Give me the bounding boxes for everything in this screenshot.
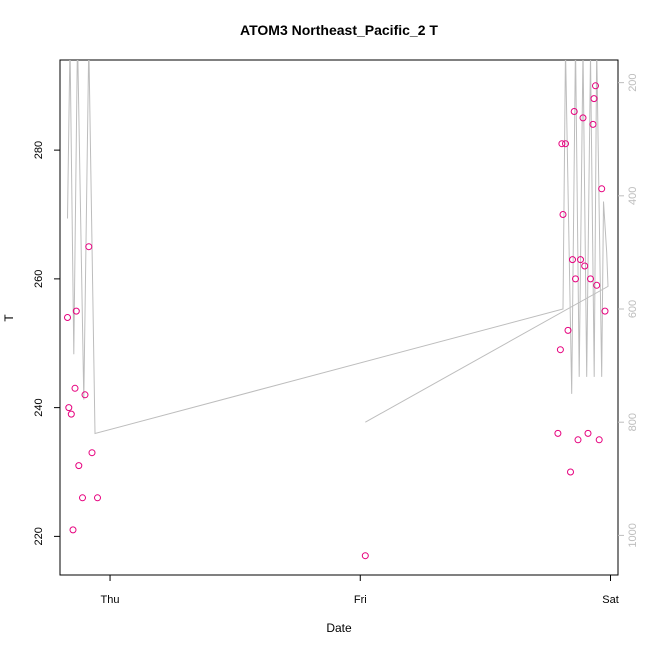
chart-title: ATOM3 Northeast_Pacific_2 T: [240, 22, 438, 38]
data-point: [85, 243, 93, 251]
data-point: [592, 82, 599, 90]
y2-tick-label: 600: [627, 300, 639, 318]
data-point: [556, 346, 564, 354]
x-tick-label: Sat: [602, 594, 619, 606]
secondary-line: [67, 60, 609, 435]
data-point: [69, 526, 77, 534]
data-point: [590, 95, 598, 103]
data-point: [593, 281, 601, 289]
data-point: [570, 108, 578, 115]
data-point: [81, 391, 89, 399]
data-point: [67, 410, 75, 418]
data-point: [559, 211, 567, 218]
y-tick-label: 280: [33, 141, 45, 159]
data-point: [88, 449, 96, 457]
scatter-points: [64, 82, 609, 560]
x-axis-label: Date: [326, 621, 352, 635]
data-point: [562, 140, 569, 148]
data-point: [554, 429, 562, 437]
data-point: [598, 185, 606, 193]
y2-tick-label: 1000: [627, 523, 639, 547]
data-point: [567, 468, 574, 476]
data-point: [564, 326, 572, 334]
y2-tick-label: 800: [627, 413, 639, 431]
data-point: [64, 314, 71, 321]
data-point: [577, 256, 584, 264]
data-point: [601, 307, 609, 315]
data-point: [569, 256, 576, 264]
y-axis-label: T: [2, 314, 16, 322]
data-point: [79, 494, 86, 502]
data-point: [94, 494, 101, 502]
y-tick-label: 240: [33, 398, 45, 416]
data-point: [558, 140, 566, 148]
data-point: [75, 462, 83, 470]
plot-frame: [59, 59, 619, 576]
x-axis: Thu Fri Sat: [101, 575, 619, 606]
secondary-series-line: [67, 60, 609, 435]
y2-tick-label: 400: [627, 187, 639, 205]
data-point: [72, 307, 80, 315]
x-tick-label: Fri: [354, 594, 367, 606]
y-tick-label: 260: [33, 270, 45, 288]
y-tick-label: 220: [33, 527, 45, 545]
data-point: [587, 275, 594, 283]
data-point: [572, 275, 579, 283]
data-point: [589, 120, 597, 128]
data-point: [65, 404, 73, 412]
x-tick-label: Thu: [101, 594, 120, 606]
y-axis: 220 240 260 280: [33, 141, 60, 546]
secondary-y-axis: 200 400 600 800 1000: [618, 73, 639, 548]
data-point: [574, 436, 582, 444]
data-point: [579, 114, 587, 122]
data-point: [584, 429, 592, 437]
data-point: [71, 384, 79, 392]
data-point: [595, 436, 603, 444]
y2-tick-label: 200: [627, 73, 639, 91]
data-point: [581, 262, 589, 270]
data-point: [361, 552, 369, 560]
